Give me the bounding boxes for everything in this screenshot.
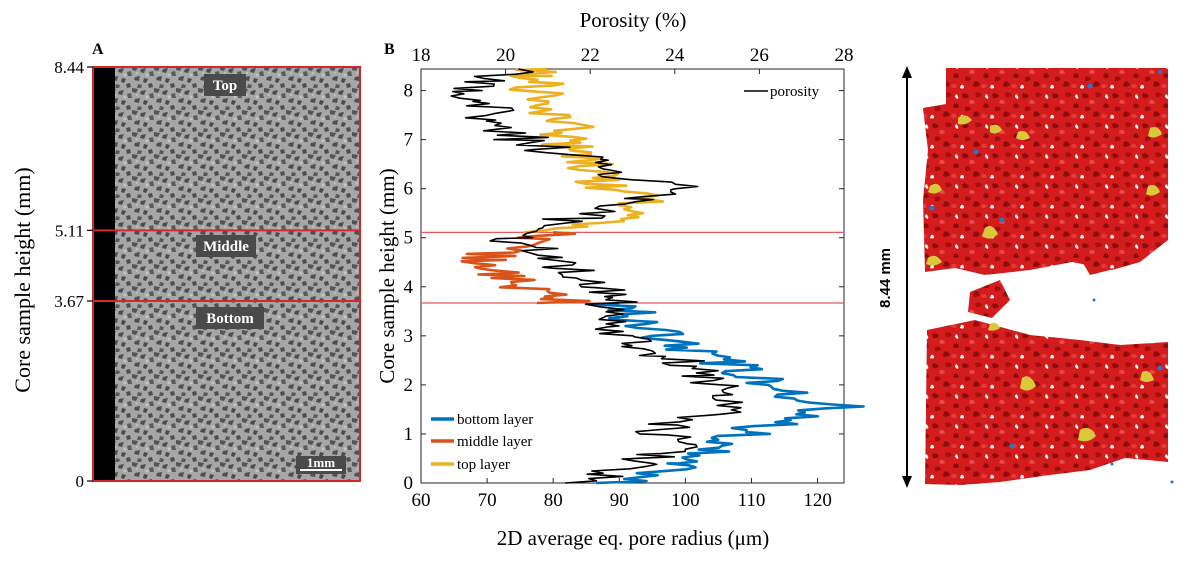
yellow-pore-1 xyxy=(958,115,972,125)
blue-speck-1 xyxy=(1092,298,1096,302)
svg-text:1mm: 1mm xyxy=(307,455,335,470)
panel-a-label: A xyxy=(92,41,104,58)
y-tick-label-6: 6 xyxy=(404,179,414,200)
legend-porosity: porosity xyxy=(744,84,820,100)
blue-pore-1 xyxy=(973,149,979,155)
top-tick-label-5: 28 xyxy=(835,45,854,66)
blue-pore-7 xyxy=(1158,70,1162,74)
y-tick-label-3: 3 xyxy=(404,326,414,347)
blue-pore-4 xyxy=(1157,365,1163,371)
y-tick-label-7: 7 xyxy=(404,130,414,151)
panel-a-tick-label-1: 3.67 xyxy=(54,292,84,311)
panel-a-tick-label-0: 0 xyxy=(76,472,85,491)
svg-text:Top: Top xyxy=(213,78,237,94)
y-tick-label-2: 2 xyxy=(404,375,414,396)
scale-bar: 1mm xyxy=(296,455,346,474)
bottom-axis-label: 2D average eq. pore radius (μm) xyxy=(497,526,769,550)
svg-text:Middle: Middle xyxy=(203,239,249,255)
x-tick-label-4: 100 xyxy=(671,490,700,511)
height-arrow-up xyxy=(902,66,912,78)
blue-pore-3 xyxy=(929,205,935,211)
panel-b-label: B xyxy=(384,41,395,58)
x-tick-label-3: 90 xyxy=(610,490,629,511)
yellow-pore-2 xyxy=(990,124,1002,134)
height-arrow-label: 8.44 mm xyxy=(877,248,894,308)
top-tick-label-3: 24 xyxy=(665,45,685,66)
blue-speck-3 xyxy=(1170,480,1174,484)
panel-a-ticks: 0 3.67 5.11 8.44 xyxy=(54,58,93,491)
x-tick-label-1: 70 xyxy=(478,490,497,511)
pore-network-render xyxy=(923,68,1174,485)
height-arrow-down xyxy=(902,476,912,488)
y-tick-label-5: 5 xyxy=(404,228,414,249)
yellow-pore-4 xyxy=(928,183,942,194)
series-porosity xyxy=(450,68,743,484)
region-label-top: Top xyxy=(204,74,246,96)
region-label-middle: Middle xyxy=(196,235,256,257)
pore-cluster-upper xyxy=(923,68,1168,275)
panel-c-3d-render: 8.44 mm xyxy=(877,66,1174,488)
top-axis-label: Porosity (%) xyxy=(580,8,687,32)
legend-middle-text: middle layer xyxy=(457,434,532,450)
y-tick-label-1: 1 xyxy=(404,424,414,445)
yellow-pore-11 xyxy=(1140,371,1154,382)
x-tick-label-6: 120 xyxy=(803,490,832,511)
blue-pore-5 xyxy=(1009,443,1015,449)
x-tick-label-0: 60 xyxy=(412,490,431,511)
yellow-pore-6 xyxy=(926,255,942,266)
legend-layers: bottom layer middle layer top layer xyxy=(431,412,533,473)
yellow-pore-9 xyxy=(1020,376,1036,391)
yellow-pore-7 xyxy=(1146,184,1160,196)
x-tick-label-2: 80 xyxy=(544,490,563,511)
panel-a-tick-label-3: 8.44 xyxy=(54,58,84,77)
top-tick-label-2: 22 xyxy=(581,45,600,66)
yellow-pore-10 xyxy=(1078,428,1096,442)
panel-a-ylabel: Core sample height (mm) xyxy=(10,167,35,392)
svg-text:Bottom: Bottom xyxy=(206,311,254,327)
y-tick-label-4: 4 xyxy=(404,277,414,298)
pore-cluster-fragment xyxy=(1080,248,1118,275)
plot-axes: 60 70 80 90 100 110 120 18 20 22 24 26 28 0 1 2 3 4 5 6 7 8 xyxy=(404,45,854,511)
top-tick-label-0: 18 xyxy=(412,45,431,66)
panel-b-ylabel: Core sample height (mm) xyxy=(375,168,399,383)
series-middle-layer xyxy=(460,231,591,305)
yellow-pore-3 xyxy=(1016,130,1030,140)
series-bottom-layer xyxy=(592,301,865,485)
yellow-pore-8 xyxy=(1148,126,1162,138)
blue-pore-2 xyxy=(999,217,1005,223)
region-label-bottom: Bottom xyxy=(196,307,264,329)
panel-b: B Porosity (%) 2D average eq. pore radiu… xyxy=(375,8,865,550)
x-tick-label-5: 110 xyxy=(738,490,766,511)
panel-a-tick-label-2: 5.11 xyxy=(55,221,84,240)
yellow-pore-5 xyxy=(982,226,998,239)
legend-porosity-text: porosity xyxy=(770,84,820,100)
y-tick-label-0: 0 xyxy=(404,473,414,494)
legend-top-text: top layer xyxy=(457,457,510,473)
plot-series xyxy=(450,67,865,485)
ct-image-black-edge xyxy=(93,67,115,481)
top-tick-label-4: 26 xyxy=(750,45,769,66)
blue-speck-2 xyxy=(1110,462,1114,466)
panel-a: A Core sample height (mm) 03.675.118.44 … xyxy=(10,41,361,491)
pore-cluster-lower xyxy=(925,320,1168,485)
ct-image-frame xyxy=(92,66,361,482)
blue-pore-6 xyxy=(1087,83,1093,89)
legend-bottom-text: bottom layer xyxy=(457,412,533,428)
y-tick-label-8: 8 xyxy=(404,81,414,102)
yellow-pore-12 xyxy=(988,322,1000,331)
top-tick-label-1: 20 xyxy=(496,45,515,66)
ct-image xyxy=(93,67,360,481)
pore-cluster-bridge xyxy=(968,280,1010,318)
